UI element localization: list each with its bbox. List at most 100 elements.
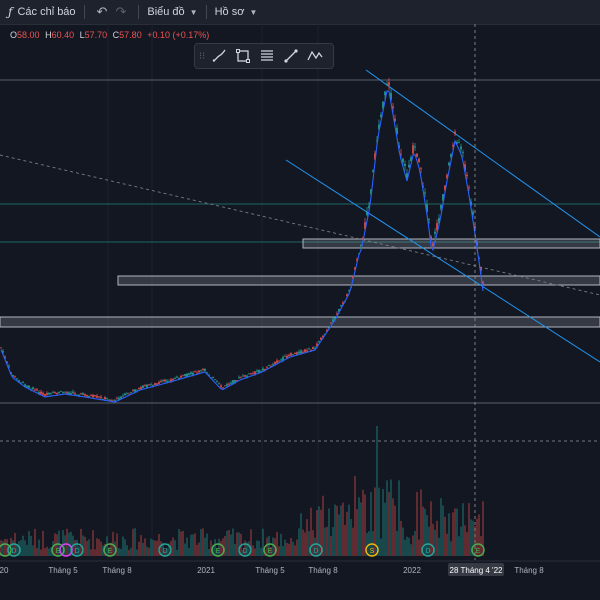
candle-body [166,380,168,382]
candle-body [234,379,236,383]
candle-body [338,308,340,312]
candle-body [76,394,78,396]
volume-bar [96,538,98,556]
volume-bar [56,534,58,556]
candle-body [206,372,208,374]
volume-bar [478,514,480,556]
volume-bar [466,532,468,556]
redo-icon[interactable]: ↷ [115,4,127,19]
candle-body [408,164,410,168]
volume-bar [446,533,448,556]
crosshair-date-badge [448,563,504,576]
candle-body [136,390,138,392]
event-marker [365,543,379,557]
volume-bar [148,547,150,556]
candle-body [412,145,414,154]
candle-body [290,353,292,356]
volume-bar [6,539,8,556]
candle-body [238,377,240,379]
volume-bar [320,509,322,556]
volume-bar [220,541,222,556]
drag-handle-icon[interactable]: ⁝⁝ [198,50,206,62]
undo-redo-group: ↶ ↷ [85,0,139,24]
volume-bar [254,548,256,556]
volume-bar [186,537,188,556]
rectangle-icon[interactable] [231,45,255,67]
event-marker-label: S [370,548,375,555]
candle-body [262,368,264,371]
event-marker [51,543,65,557]
volume-bar [224,535,226,556]
candle-body [100,396,102,399]
volume-bar [352,527,354,556]
candle-body [98,396,100,398]
volume-bar [300,513,302,556]
candle-body [216,381,218,383]
time-tick-label: Tháng 8 [514,566,544,575]
pattern-icon[interactable] [303,45,327,67]
volume-bar [196,544,198,556]
candle-body [156,383,158,385]
candle-body [170,379,172,382]
undo-icon[interactable]: ↶ [96,4,108,19]
volume-bar [480,536,482,556]
volume-bar [360,502,362,556]
function-icon: ƒ [8,5,13,19]
volume-bar [110,542,112,556]
candle-body [286,355,288,359]
candle-body [380,114,382,118]
volume-bar [332,527,334,556]
volume-bar [8,547,10,556]
template-button[interactable]: Hồ sơ ▼ [207,0,266,24]
brush-icon[interactable] [207,45,231,67]
candle-body [450,154,452,158]
candle-body [40,391,42,395]
volume-bar [132,528,134,556]
volume-bar [288,543,290,556]
volume-bar [450,541,452,556]
volume-bar [118,548,120,556]
volume-bar [232,528,234,556]
drawing-toolbar: ⁝⁝ [194,43,334,69]
volume-bar [50,546,52,556]
volume-bar [430,501,432,556]
candle-body [46,393,48,395]
chart-type-button[interactable]: Biểu đồ ▼ [139,0,205,24]
trend-line-icon[interactable] [279,45,303,67]
candle-body [364,222,366,229]
candle-body [314,347,316,349]
candle-body [340,305,342,306]
volume-bar [370,491,372,556]
volume-bar [426,515,428,556]
indicators-button[interactable]: ƒ Các chỉ báo [0,0,84,24]
volume-bar [136,549,138,556]
volume-bar [378,487,380,556]
volume-bar [2,540,4,556]
volume-bar [464,525,466,556]
candle-body [304,349,306,353]
volume-bar [40,549,42,556]
volume-bar [322,495,324,556]
volume-bar [420,489,422,556]
volume-bar [114,541,116,556]
text-lines-icon[interactable] [255,45,279,67]
volume-bar [90,549,92,556]
candle-body [172,378,174,381]
candle-body [386,83,388,85]
candle-body [374,153,376,160]
candle-body [446,175,448,179]
event-marker [7,543,21,557]
volume-bar [152,539,154,556]
candle-body [456,142,458,144]
volume-bar [214,539,216,556]
volume-bar [122,536,124,556]
volume-bar [124,539,126,556]
candle-body [8,365,10,367]
time-tick-label: Tháng 8 [308,566,338,575]
volume-bar [246,542,248,556]
volume-bar [312,530,314,556]
price-chart[interactable]: D E D E D E D E D S D E 20 Tháng 5 Tháng 8 2021 Tháng 5… [0,24,600,600]
volume-bar [74,540,76,556]
volume-bar [66,528,68,556]
volume-bar [376,426,378,556]
